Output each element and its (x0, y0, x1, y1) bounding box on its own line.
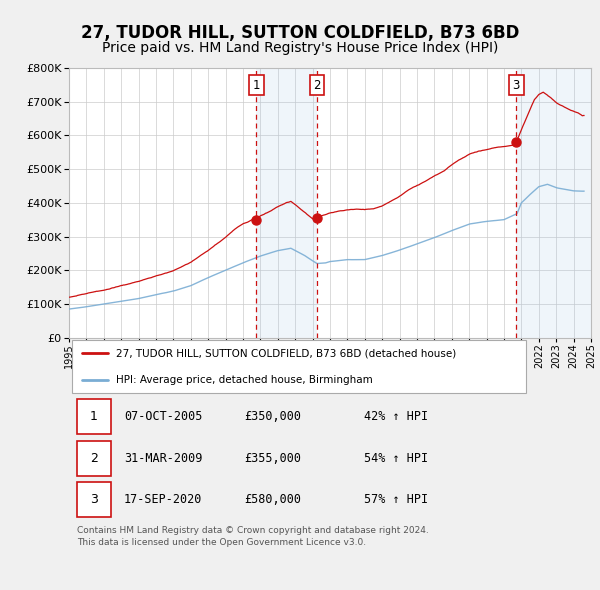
FancyBboxPatch shape (77, 441, 111, 476)
Text: £355,000: £355,000 (244, 452, 301, 465)
Text: 1: 1 (253, 79, 260, 92)
Text: 54% ↑ HPI: 54% ↑ HPI (364, 452, 428, 465)
FancyBboxPatch shape (77, 482, 111, 517)
Text: 2: 2 (90, 452, 98, 465)
Bar (517, 68, 591, 337)
Text: 07-OCT-2005: 07-OCT-2005 (124, 410, 202, 423)
Text: 3: 3 (90, 493, 98, 506)
Text: 17-SEP-2020: 17-SEP-2020 (124, 493, 202, 506)
Text: 31-MAR-2009: 31-MAR-2009 (124, 452, 202, 465)
Bar (256, 68, 317, 337)
Text: 2: 2 (313, 79, 320, 92)
Text: Price paid vs. HM Land Registry's House Price Index (HPI): Price paid vs. HM Land Registry's House … (102, 41, 498, 55)
Text: 42% ↑ HPI: 42% ↑ HPI (364, 410, 428, 423)
Text: 27, TUDOR HILL, SUTTON COLDFIELD, B73 6BD: 27, TUDOR HILL, SUTTON COLDFIELD, B73 6B… (81, 24, 519, 42)
Text: 27, TUDOR HILL, SUTTON COLDFIELD, B73 6BD (detached house): 27, TUDOR HILL, SUTTON COLDFIELD, B73 6B… (116, 348, 456, 358)
Text: £580,000: £580,000 (244, 493, 301, 506)
Text: 3: 3 (512, 79, 520, 92)
FancyBboxPatch shape (71, 340, 526, 393)
Text: Contains HM Land Registry data © Crown copyright and database right 2024.
This d: Contains HM Land Registry data © Crown c… (77, 526, 428, 547)
Text: 1: 1 (90, 410, 98, 423)
FancyBboxPatch shape (77, 399, 111, 434)
Text: HPI: Average price, detached house, Birmingham: HPI: Average price, detached house, Birm… (116, 375, 373, 385)
Text: £350,000: £350,000 (244, 410, 301, 423)
Text: 57% ↑ HPI: 57% ↑ HPI (364, 493, 428, 506)
